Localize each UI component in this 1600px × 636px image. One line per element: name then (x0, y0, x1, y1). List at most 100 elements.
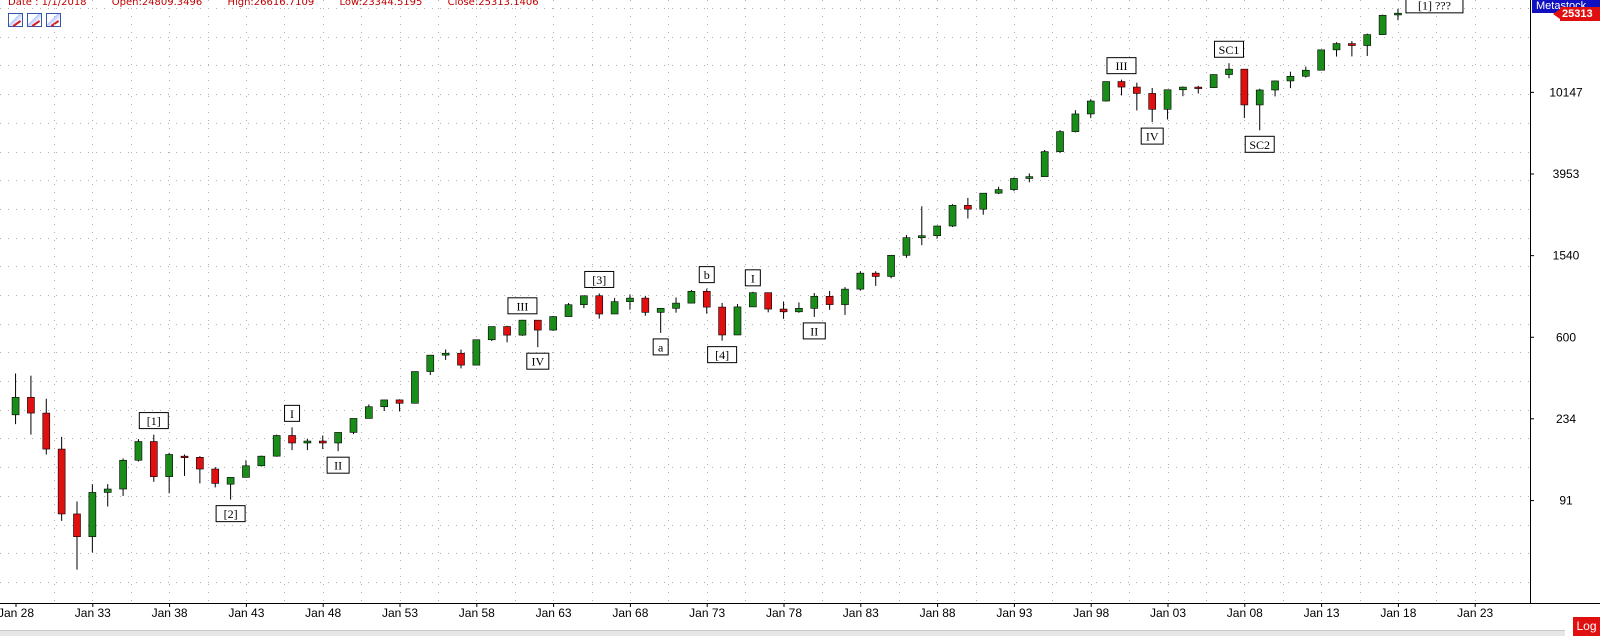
ohlc-info-bar: Date : 1/1/2018 Open:24809.3496 High:266… (8, 0, 561, 11)
wave-label: III (516, 299, 528, 313)
candle-down (764, 292, 773, 310)
candle-up (441, 352, 450, 356)
x-tick-label: Jan 73 (689, 606, 725, 620)
x-tick-label: Jan 53 (382, 606, 418, 620)
candle-up (103, 488, 112, 493)
wave-label-box (744, 269, 761, 287)
y-tick-label: 10147 (1549, 85, 1583, 99)
wave-label: I (290, 407, 294, 421)
candle-up (1071, 113, 1080, 132)
chart-tool-icon[interactable] (8, 13, 23, 27)
candle-up (88, 492, 97, 537)
x-tick-label: Jan 98 (1073, 606, 1109, 620)
candle-down (503, 326, 511, 336)
candle-down (964, 205, 972, 210)
wave-label: [1] ??? (1418, 0, 1451, 12)
candle-down (533, 319, 542, 331)
y-tick-label: 1540 (1553, 249, 1580, 263)
candle-up (687, 291, 696, 304)
y-tick-label: 600 (1556, 330, 1576, 344)
x-tick-label: Jan 93 (996, 606, 1032, 620)
wave-label-box (284, 404, 301, 422)
wave-label: II (810, 324, 818, 338)
candle-down (871, 272, 880, 277)
candle-up (334, 432, 342, 444)
horizontal-scrollbar[interactable] (0, 630, 1565, 636)
wave-label: [4] (715, 348, 729, 362)
candle-up (380, 399, 389, 408)
candle-up (1286, 75, 1295, 82)
candle-down (1194, 86, 1203, 89)
candle-up (1378, 14, 1387, 35)
wave-label: SC2 (1249, 138, 1270, 152)
wave-label-box (1214, 40, 1244, 58)
candle-down (318, 440, 327, 444)
wave-label-box (802, 322, 826, 340)
wave-label: [1] (147, 414, 161, 428)
candle-up (1056, 131, 1064, 152)
candle-down (57, 448, 66, 515)
info-low: Low:23344.5195 (339, 0, 423, 8)
x-tick-label: Jan 43 (228, 606, 264, 620)
x-tick-label: Jan 58 (459, 606, 495, 620)
candle-up (119, 459, 127, 490)
log-scale-button[interactable]: Log (1573, 617, 1600, 636)
x-tick-label: Jan 78 (766, 606, 802, 620)
x-tick-label: Jan 03 (1150, 606, 1186, 620)
wave-label-box (1140, 127, 1164, 145)
candle-up (841, 288, 849, 305)
candle-down (779, 308, 788, 313)
wave-label-box (1405, 0, 1464, 14)
wave-label-box (138, 412, 169, 430)
candle-up (1102, 81, 1110, 102)
chart-tool-icon[interactable] (27, 13, 42, 27)
candle-up (1040, 151, 1049, 177)
candle-up (1317, 49, 1325, 71)
candle-up (1163, 89, 1172, 110)
wave-label-box (698, 266, 715, 284)
candle-up (994, 189, 1003, 194)
chart-tool-icon[interactable] (46, 13, 61, 27)
candle-up (1302, 69, 1310, 77)
candle-down (457, 352, 465, 366)
candle-up (518, 319, 527, 336)
y-tick-label: 234 (1556, 412, 1576, 426)
candle-down (73, 513, 81, 537)
candle-up (487, 326, 496, 341)
wave-label-box (707, 346, 738, 364)
candle-up (272, 435, 281, 457)
candle-up (795, 308, 803, 313)
candle-down (395, 399, 404, 404)
candle-up (257, 455, 266, 467)
wave-label: SC1 (1219, 43, 1240, 57)
x-tick-label: Jan 28 (0, 606, 34, 620)
candle-up (303, 440, 312, 444)
candle-down (702, 291, 711, 308)
candle-up (411, 371, 419, 404)
candle-up (11, 396, 20, 416)
wave-label-box (1106, 57, 1137, 75)
candle-down (42, 412, 51, 450)
candle-up (672, 302, 680, 309)
x-tick-label: Jan 48 (305, 606, 341, 620)
candle-down (211, 468, 220, 484)
x-tick-label: Jan 88 (920, 606, 956, 620)
candle-up (887, 254, 895, 277)
info-high: High:26616.7109 (227, 0, 315, 8)
candle-up (749, 292, 757, 308)
candle-up (580, 295, 588, 305)
x-tick-label: Jan 83 (843, 606, 879, 620)
candle-up (226, 477, 235, 485)
wave-label-box (584, 270, 615, 288)
wave-label-box (652, 338, 669, 356)
candle-up (948, 205, 957, 227)
candle-down (27, 396, 35, 414)
y-tick-label: 3953 (1553, 167, 1580, 181)
candle-up (1225, 68, 1233, 75)
x-tick-label: Jan 68 (612, 606, 648, 620)
last-price-badge: 25313 (1560, 7, 1600, 21)
wave-label: II (334, 459, 342, 473)
x-tick-label: Jan 13 (1304, 606, 1340, 620)
x-tick-label: Jan 18 (1380, 606, 1416, 620)
